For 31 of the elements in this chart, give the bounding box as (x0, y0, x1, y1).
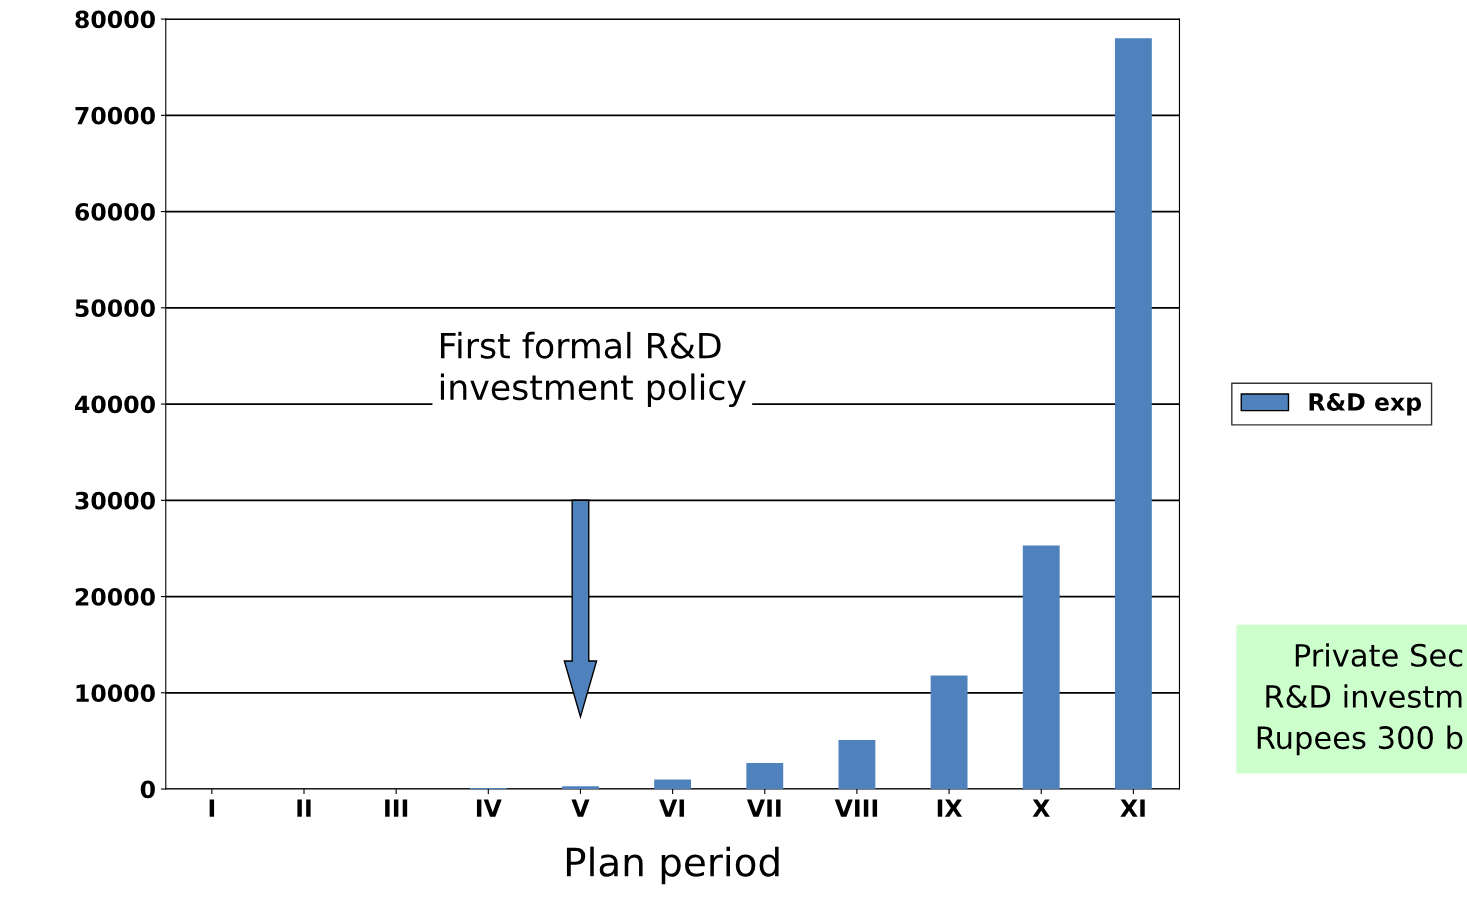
x-tick-label: VII (746, 799, 781, 817)
x-tick-label: I (209, 799, 215, 817)
x-tick-label: VI (659, 799, 684, 817)
annotation: First formal R&D investment policy (440, 331, 746, 407)
legend-label: R&D exp (1309, 393, 1422, 416)
y-tick-label: 10000 (76, 684, 155, 703)
x-tick-label: II (297, 799, 311, 817)
y-tick-label: 50000 (75, 299, 155, 318)
x-tick-label: IV (476, 799, 502, 817)
x-tick-label: XI (1120, 799, 1145, 817)
x-tick-label: IX (937, 799, 963, 817)
x-tick-label: X (1032, 799, 1050, 817)
y-tick-label: 60000 (75, 203, 155, 221)
bar (1022, 545, 1060, 790)
text: Private Sec R&D investm Rupees 300 b (1257, 643, 1463, 756)
x-tick-label: III (385, 799, 408, 817)
y-tick-label: 80000 (75, 10, 155, 29)
x-tick-label: VIII (834, 799, 878, 817)
y-tick-label: 20000 (75, 588, 155, 606)
bar (654, 779, 692, 790)
bar (838, 739, 876, 790)
x-tick-label: V (571, 799, 590, 817)
y-tick-label: 70000 (75, 106, 155, 125)
bar (930, 675, 968, 790)
bar (1114, 38, 1152, 790)
bar (562, 786, 599, 790)
y-tick-label: 30000 (75, 491, 155, 510)
x-axis-title: Plan period (566, 846, 779, 885)
y-tick-label: 40000 (74, 395, 155, 414)
y-tick-label: 0 (140, 780, 155, 799)
bar (746, 763, 784, 790)
